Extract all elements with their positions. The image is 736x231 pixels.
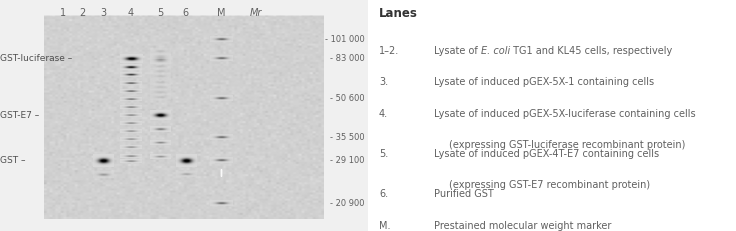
Text: (expressing GST-luciferase recombinant protein): (expressing GST-luciferase recombinant p…	[449, 140, 685, 150]
Text: M.: M.	[379, 221, 391, 231]
Text: Lanes: Lanes	[379, 7, 418, 20]
Text: 2: 2	[79, 8, 86, 18]
Text: 1–2.: 1–2.	[379, 46, 400, 56]
Text: 1: 1	[60, 8, 66, 18]
Text: 3.: 3.	[379, 77, 388, 87]
Text: M: M	[216, 8, 225, 18]
Text: 4: 4	[127, 8, 134, 18]
Text: E. coli: E. coli	[481, 46, 511, 56]
Text: Lysate of induced pGEX-4T-E7 containing cells: Lysate of induced pGEX-4T-E7 containing …	[434, 149, 659, 159]
Text: 5: 5	[157, 8, 163, 18]
Text: TG1 and KL45 cells, respectively: TG1 and KL45 cells, respectively	[511, 46, 673, 56]
Text: Purified GST: Purified GST	[434, 189, 494, 199]
Text: 3: 3	[100, 8, 106, 18]
Text: - 20 900: - 20 900	[330, 199, 364, 208]
Text: GST-E7 –: GST-E7 –	[0, 111, 39, 120]
Text: GST-luciferase –: GST-luciferase –	[0, 55, 72, 63]
Text: Prestained molecular weight marker: Prestained molecular weight marker	[434, 221, 612, 231]
Text: 6: 6	[183, 8, 189, 18]
Text: - 83 000: - 83 000	[330, 55, 364, 63]
Text: - 101 000: - 101 000	[325, 35, 364, 44]
Text: Mr: Mr	[250, 8, 262, 18]
Text: 5.: 5.	[379, 149, 389, 159]
Text: GST –: GST –	[0, 156, 26, 165]
Text: (expressing GST-E7 recombinant protein): (expressing GST-E7 recombinant protein)	[449, 180, 650, 190]
Text: Lysate of induced pGEX-5X-1 containing cells: Lysate of induced pGEX-5X-1 containing c…	[434, 77, 654, 87]
Text: Lysate of induced pGEX-5X-luciferase containing cells: Lysate of induced pGEX-5X-luciferase con…	[434, 109, 696, 119]
Bar	[44, 16, 324, 219]
Text: - 29 100: - 29 100	[330, 156, 364, 165]
Text: 6.: 6.	[379, 189, 388, 199]
Text: 4.: 4.	[379, 109, 388, 119]
Text: - 35 500: - 35 500	[330, 133, 364, 142]
Text: - 50 600: - 50 600	[330, 94, 364, 103]
Text: Lysate of: Lysate of	[434, 46, 481, 56]
